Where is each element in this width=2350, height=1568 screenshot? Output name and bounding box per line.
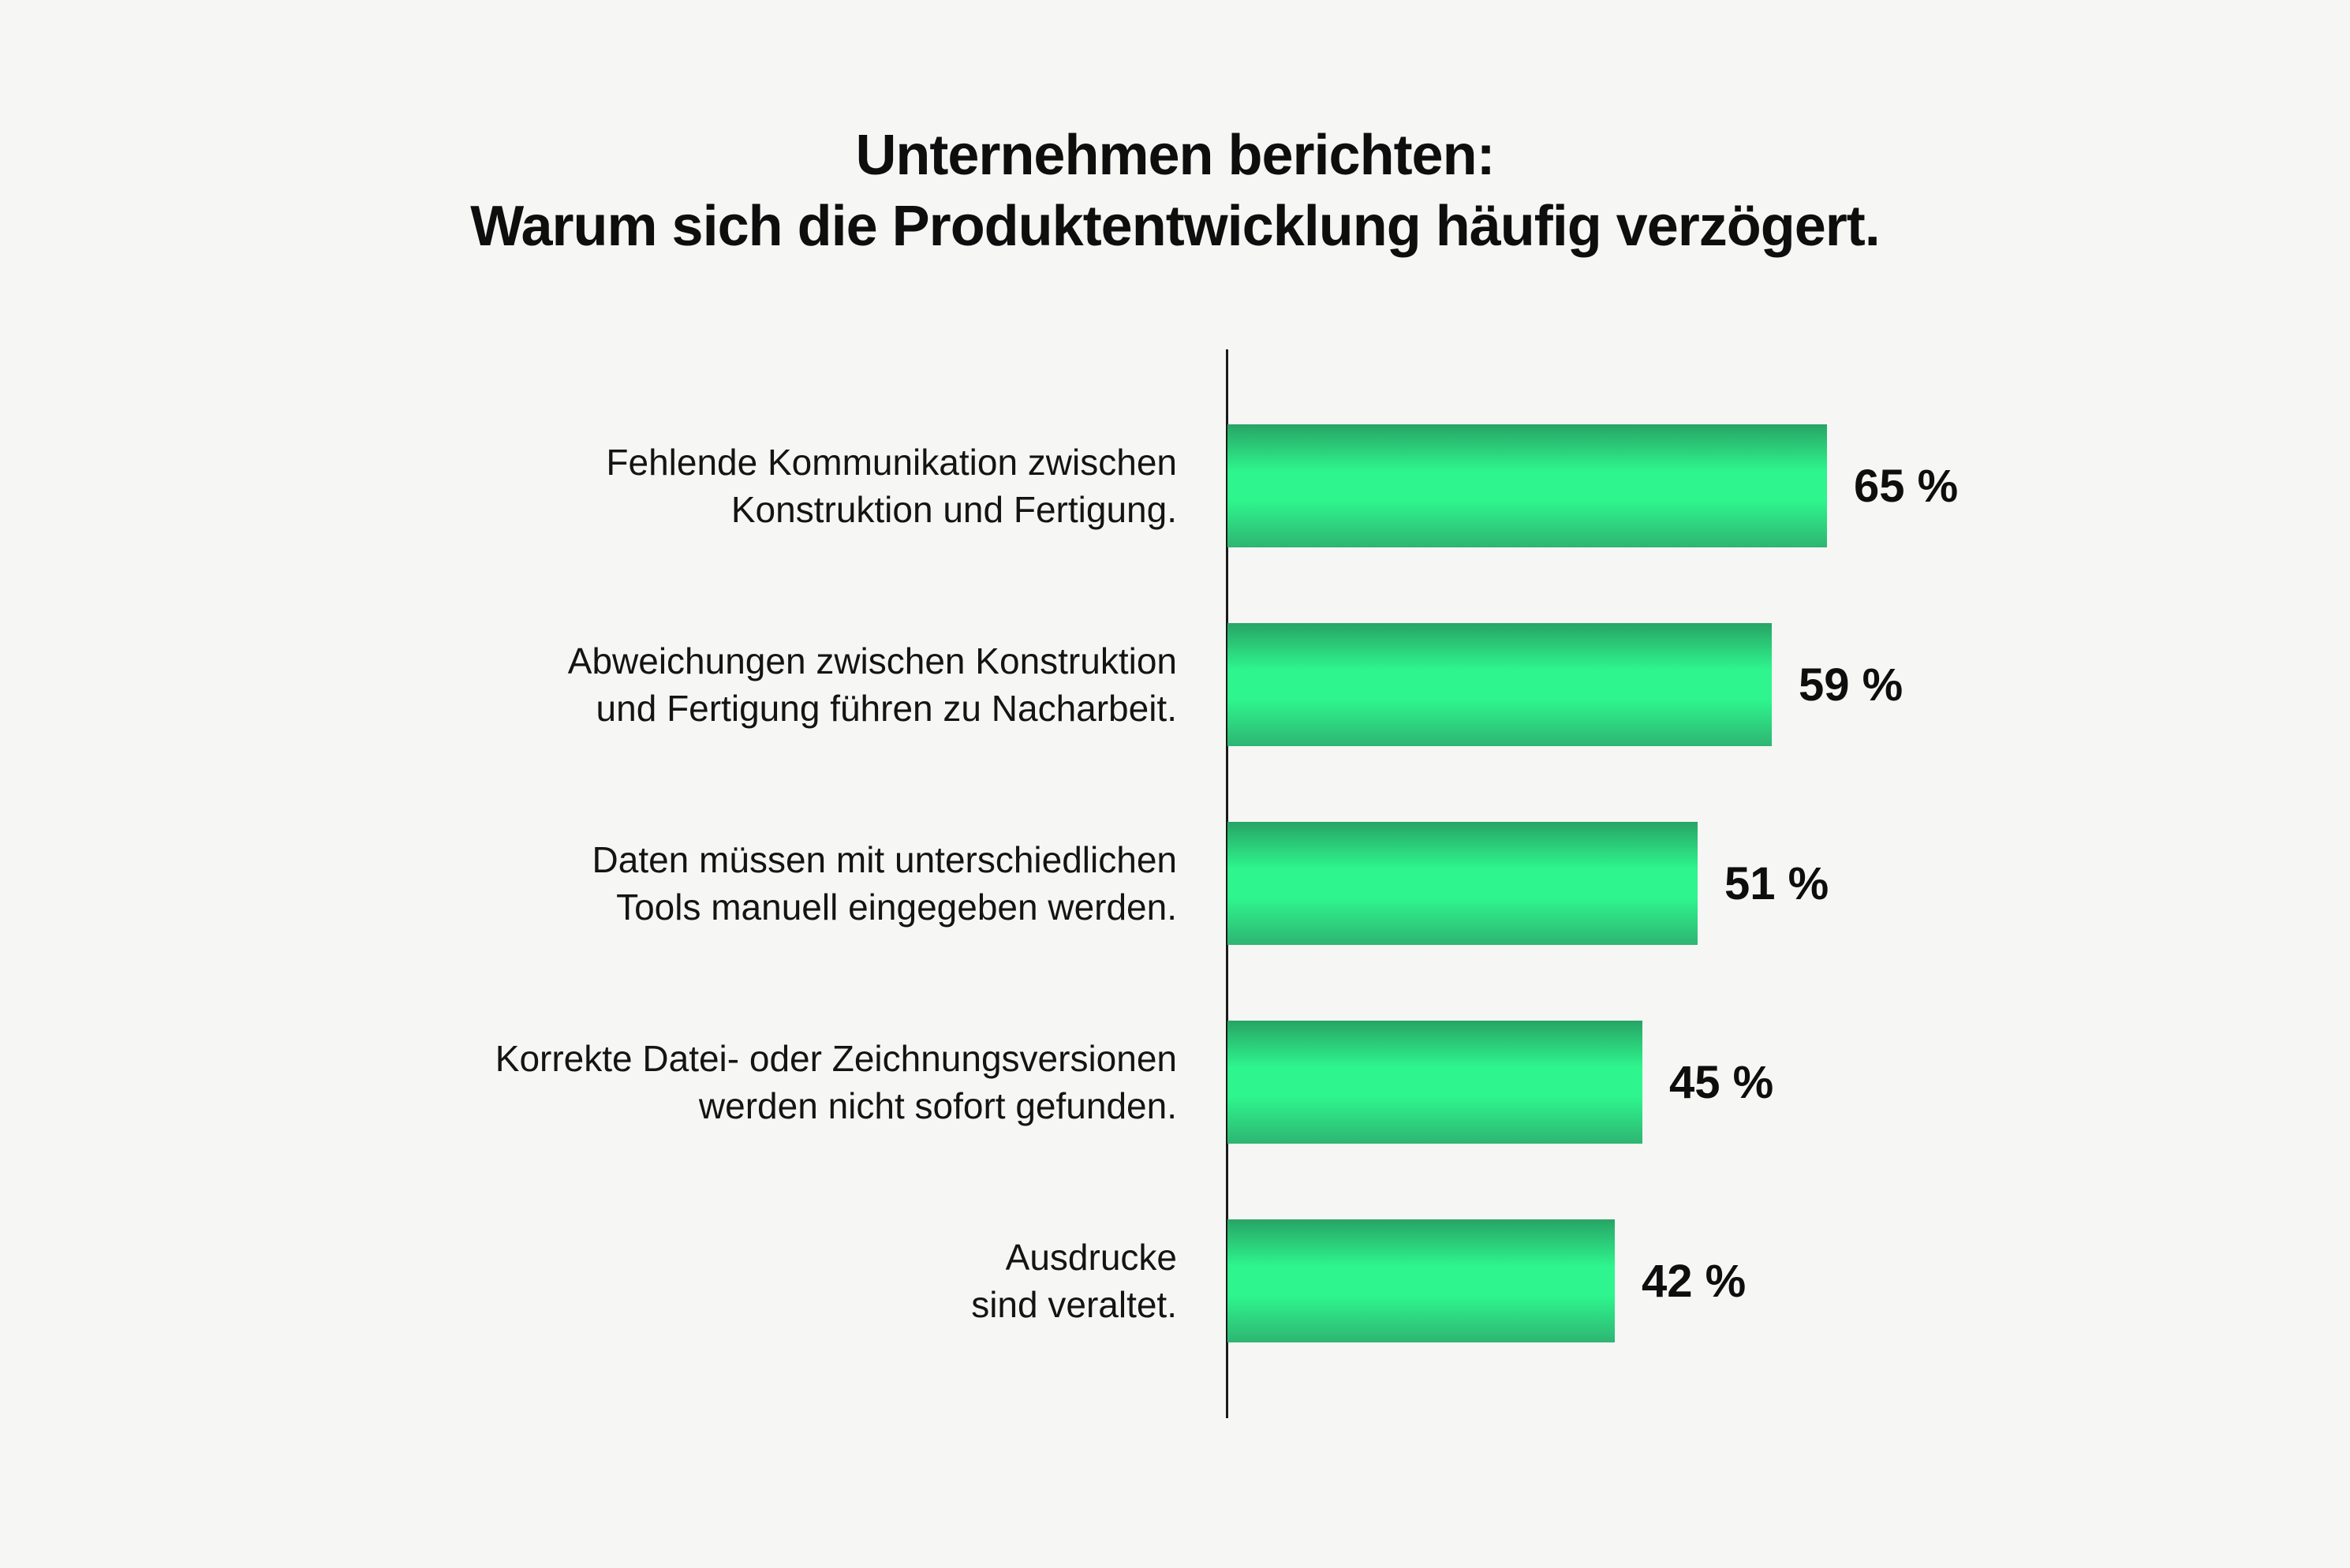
bar-row: Korrekte Datei- oder Zeichnungsversionen… xyxy=(0,1021,2350,1144)
bar xyxy=(1227,623,1772,746)
bar-category-label: Korrekte Datei- oder Zeichnungsversionen… xyxy=(0,1035,1177,1129)
bar-category-label-line: Abweichungen zwischen Konstruktion xyxy=(567,640,1177,681)
bar-category-label-line: Ausdrucke xyxy=(1005,1237,1177,1278)
bar-value-label: 51 % xyxy=(1724,857,1829,909)
bar-chart: Fehlende Kommunikation zwischen Konstruk… xyxy=(0,424,2350,1342)
bar-value-label: 42 % xyxy=(1642,1255,1747,1307)
bar-category-label-line: sind veraltet. xyxy=(971,1284,1177,1325)
bar-category-label-line: und Fertigung führen zu Nacharbeit. xyxy=(596,688,1177,729)
bar xyxy=(1227,822,1698,945)
bar-category-label: Fehlende Kommunikation zwischen Konstruk… xyxy=(0,439,1177,533)
chart-title-line-2: Warum sich die Produktentwicklung häufig… xyxy=(470,195,1881,258)
bar-category-label: Daten müssen mit unterschiedlichen Tools… xyxy=(0,836,1177,931)
bar-category-label-line: Tools manuell eingegeben werden. xyxy=(616,887,1177,928)
bar-row: Fehlende Kommunikation zwischen Konstruk… xyxy=(0,424,2350,547)
bar-row: Abweichungen zwischen Konstruktion und F… xyxy=(0,623,2350,746)
chart-title-line-1: Unternehmen berichten: xyxy=(855,124,1495,187)
bar xyxy=(1227,424,1827,547)
bar-row: Ausdrucke sind veraltet. 42 % xyxy=(0,1219,2350,1342)
bar-value-label: 45 % xyxy=(1669,1056,1774,1108)
bar-category-label: Abweichungen zwischen Konstruktion und F… xyxy=(0,637,1177,732)
bar-category-label-line: werden nicht sofort gefunden. xyxy=(698,1085,1177,1126)
bar xyxy=(1227,1219,1615,1342)
bar-category-label-line: Konstruktion und Fertigung. xyxy=(730,489,1177,530)
y-axis-line xyxy=(1226,349,1228,1418)
bar-row: Daten müssen mit unterschiedlichen Tools… xyxy=(0,822,2350,945)
bar-value-label: 65 % xyxy=(1854,460,1959,512)
bar-category-label-line: Korrekte Datei- oder Zeichnungsversionen xyxy=(495,1038,1177,1079)
chart-title: Unternehmen berichten: Warum sich die Pr… xyxy=(0,120,2350,262)
bar-category-label-line: Daten müssen mit unterschiedlichen xyxy=(592,839,1177,880)
bar xyxy=(1227,1021,1642,1144)
bar-value-label: 59 % xyxy=(1799,659,1904,711)
bar-category-label-line: Fehlende Kommunikation zwischen xyxy=(606,442,1177,483)
bar-category-label: Ausdrucke sind veraltet. xyxy=(0,1234,1177,1328)
